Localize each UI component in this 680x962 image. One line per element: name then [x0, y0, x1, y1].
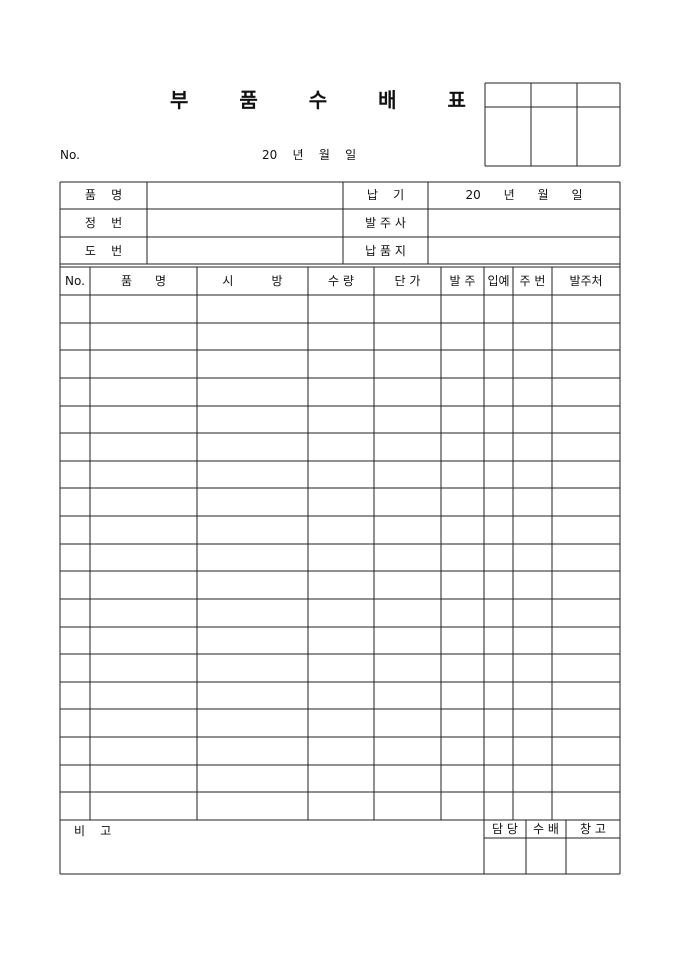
- column-header: No.: [65, 274, 85, 288]
- info-label-delivery-date: 납 기: [366, 188, 405, 202]
- column-header: 수 량: [328, 274, 354, 288]
- remarks-label: 비 고: [74, 824, 112, 838]
- info-delivery-date-value[interactable]: 20 년 월 일: [465, 188, 583, 202]
- approval-label-procurement: 수 배: [533, 822, 559, 836]
- approval-label-warehouse: 창 고: [580, 822, 606, 836]
- form-date: 20 년 월 일: [262, 148, 357, 162]
- column-header: 시 방: [222, 274, 283, 288]
- column-header: 발 주: [449, 274, 476, 288]
- info-label-ordering-company: 발 주 사: [365, 216, 406, 230]
- approval-label-manager: 담 당: [492, 822, 518, 836]
- column-header: 발주처: [569, 274, 603, 288]
- info-label-serial: 정 번: [84, 216, 123, 230]
- info-label-drawing: 도 번: [84, 244, 123, 258]
- column-header: 품 명: [121, 274, 166, 288]
- info-label-delivery-place: 납 품 지: [365, 244, 406, 258]
- column-header: 입예: [487, 274, 510, 288]
- info-label-part-name: 품 명: [84, 188, 123, 202]
- form-number-label: No.: [60, 148, 80, 162]
- column-header: 주 번: [519, 274, 546, 288]
- column-header: 단 가: [394, 274, 421, 288]
- form-title: 부 품 수 배 표: [170, 88, 488, 112]
